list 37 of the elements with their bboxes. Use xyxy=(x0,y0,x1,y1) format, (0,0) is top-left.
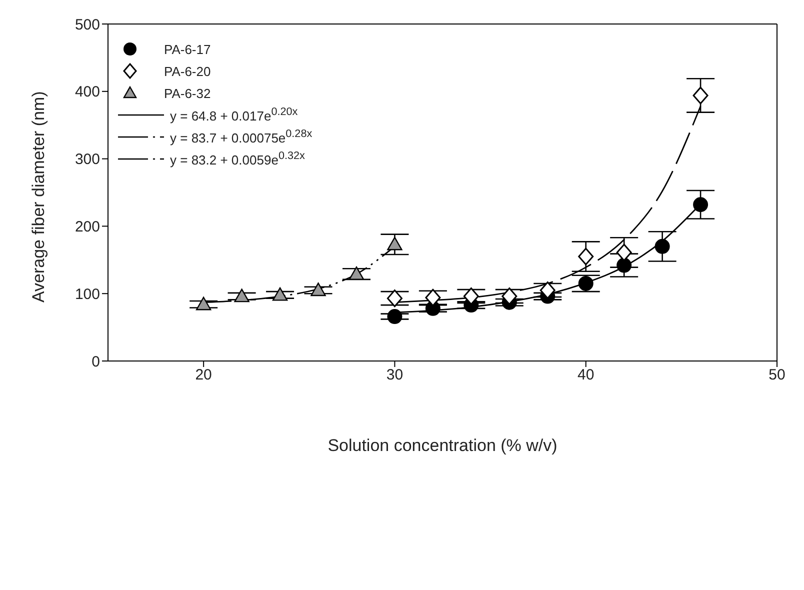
point xyxy=(234,288,250,302)
point xyxy=(386,290,402,308)
point xyxy=(348,266,364,280)
y-tick-label: 400 xyxy=(74,84,100,101)
point xyxy=(387,309,402,324)
y-tick-label: 0 xyxy=(92,353,100,370)
point xyxy=(196,296,212,310)
x-tick-label: 40 xyxy=(578,366,594,384)
legend-label: y = 64.8 + 0.017e$^{0.20x}$ xyxy=(170,106,298,124)
point xyxy=(463,288,479,306)
x-axis-title: Solution concentration (% w/v) xyxy=(328,436,558,456)
point xyxy=(540,281,556,299)
point xyxy=(502,288,518,306)
y-axis-title: Average fiber diameter (nm) xyxy=(29,91,48,302)
point xyxy=(425,288,441,306)
point xyxy=(310,282,326,296)
legend-label: PA-6-32 xyxy=(164,86,211,100)
y-tick-label: 100 xyxy=(74,286,100,303)
point xyxy=(654,238,670,254)
point xyxy=(616,258,632,273)
x-tick-label: 20 xyxy=(195,366,212,384)
y-tick-label: 500 xyxy=(74,16,100,34)
point xyxy=(692,86,708,104)
legend-label: PA-6-20 xyxy=(164,64,211,78)
legend-label: y = 83.7 + 0.00075e$^{0.28x}$ xyxy=(170,128,312,146)
point xyxy=(616,244,632,262)
x-tick-label: 50 xyxy=(768,366,786,384)
point xyxy=(578,248,594,266)
legend-label: PA-6-17 xyxy=(164,42,211,56)
point xyxy=(387,236,402,250)
point xyxy=(272,287,288,301)
point xyxy=(693,197,708,212)
legend-label: y = 83.2 + 0.0059e$^{0.32x}$ xyxy=(170,150,305,168)
point xyxy=(578,276,594,291)
y-tick-label: 300 xyxy=(74,151,100,168)
y-tick-label: 200 xyxy=(74,218,100,236)
x-tick-label: 30 xyxy=(386,366,404,384)
